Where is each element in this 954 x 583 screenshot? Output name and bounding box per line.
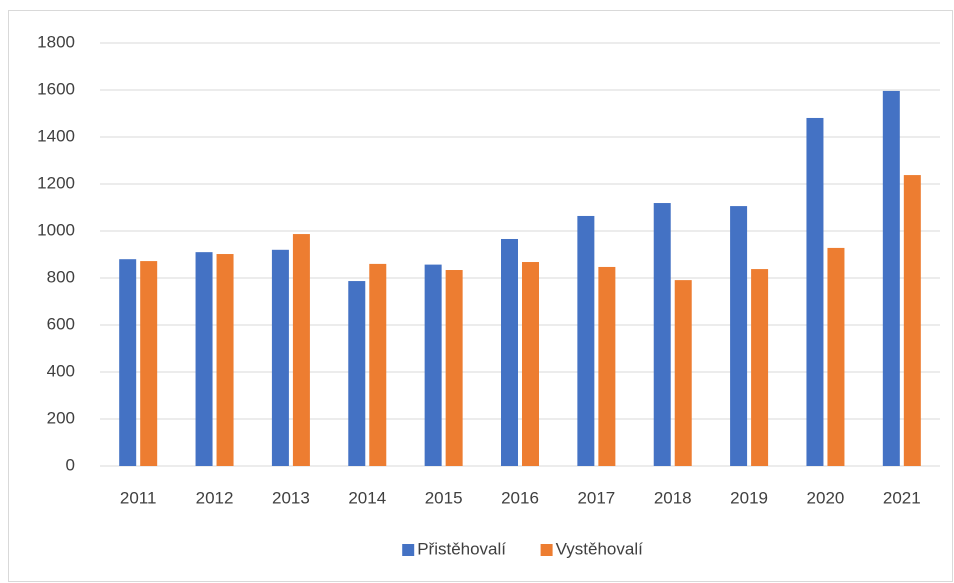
bar bbox=[653, 203, 671, 466]
x-tick-label: 2013 bbox=[272, 488, 310, 507]
x-tick-label: 2018 bbox=[654, 488, 692, 507]
bar bbox=[271, 249, 289, 466]
y-tick-label: 0 bbox=[66, 455, 75, 474]
x-tick-label: 2014 bbox=[348, 488, 386, 507]
y-tick-label: 1400 bbox=[37, 126, 75, 145]
bar bbox=[806, 117, 824, 466]
bar bbox=[292, 234, 310, 466]
bar bbox=[140, 261, 158, 466]
bar bbox=[216, 254, 234, 466]
legend-label: Přistěhovalí bbox=[417, 539, 506, 558]
y-tick-label: 1600 bbox=[37, 79, 75, 98]
x-tick-label: 2017 bbox=[577, 488, 615, 507]
legend-label: Vystěhovalí bbox=[556, 539, 644, 558]
legend-swatch bbox=[540, 544, 553, 556]
bar bbox=[501, 238, 518, 466]
bar bbox=[730, 206, 748, 466]
bar bbox=[577, 215, 595, 466]
x-tick-label: 2019 bbox=[730, 488, 768, 507]
bar bbox=[674, 280, 692, 466]
y-tick-label: 600 bbox=[47, 314, 75, 333]
x-tick-label: 2011 bbox=[120, 488, 157, 507]
y-tick-label: 1200 bbox=[37, 173, 75, 192]
bar bbox=[195, 252, 213, 466]
x-tick-label: 2016 bbox=[501, 488, 539, 507]
y-tick-label: 1800 bbox=[37, 32, 75, 51]
bar bbox=[751, 269, 769, 466]
y-tick-label: 1000 bbox=[37, 220, 75, 239]
bar bbox=[369, 263, 387, 466]
bar bbox=[827, 247, 845, 466]
y-tick-label: 400 bbox=[47, 361, 75, 380]
chart-border bbox=[8, 10, 953, 582]
bar bbox=[348, 281, 366, 466]
bar bbox=[598, 266, 616, 466]
x-tick-label: 2021 bbox=[883, 488, 921, 507]
bar bbox=[882, 90, 900, 466]
x-tick-label: 2012 bbox=[196, 488, 234, 507]
bar bbox=[522, 262, 539, 466]
y-tick-label: 200 bbox=[47, 408, 75, 427]
x-tick-label: 2020 bbox=[807, 488, 845, 507]
bar bbox=[903, 175, 921, 466]
bar bbox=[424, 264, 442, 466]
bar bbox=[119, 259, 137, 466]
bar bbox=[445, 270, 463, 466]
x-tick-label: 2015 bbox=[425, 488, 463, 507]
y-tick-label: 800 bbox=[47, 267, 75, 286]
legend-swatch bbox=[402, 544, 415, 556]
